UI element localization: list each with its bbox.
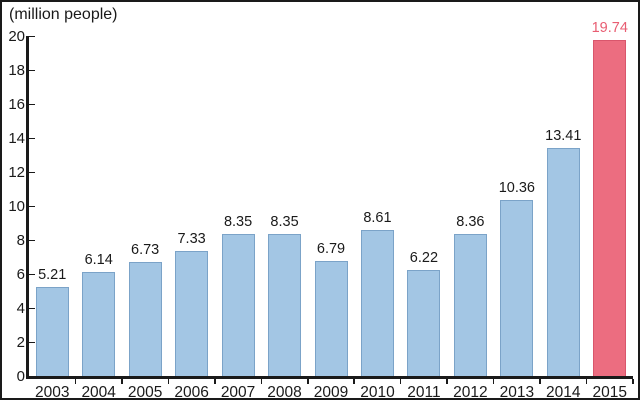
bar-value-label-2014: 13.41	[545, 128, 582, 145]
y-tick	[29, 171, 35, 173]
bar-2011	[407, 270, 441, 376]
bar-value-label-2008: 8.35	[270, 214, 299, 231]
y-tick	[29, 273, 35, 275]
y-tick-label: 16	[8, 96, 25, 113]
bar-2009	[314, 260, 348, 376]
x-axis-label-2014: 2014	[546, 384, 581, 400]
x-tick	[585, 379, 588, 384]
y-tick	[29, 69, 35, 71]
bar-2006	[175, 251, 209, 376]
y-tick-label: 10	[8, 198, 25, 215]
bar-2014	[546, 148, 580, 376]
x-axis-label-2011: 2011	[407, 384, 441, 400]
axis-unit-label: (million people)	[9, 6, 118, 23]
y-tick-label: 0	[16, 368, 25, 385]
bar-value-label-2012: 8.36	[456, 213, 485, 230]
y-tick-label: 12	[8, 164, 25, 181]
x-tick	[167, 379, 170, 384]
x-axis-label-2003: 2003	[34, 384, 70, 400]
y-tick	[29, 307, 35, 309]
bar-2003	[35, 287, 69, 376]
bar-value-label-2013: 10.36	[498, 179, 535, 196]
x-tick	[446, 379, 448, 384]
x-axis-line	[26, 376, 633, 379]
y-tick	[29, 35, 35, 37]
bar-2004	[82, 271, 116, 376]
y-tick	[29, 341, 35, 343]
y-tick	[29, 137, 35, 139]
bar-value-label-2010: 8.61	[363, 209, 392, 226]
x-tick	[74, 379, 77, 384]
x-tick	[632, 379, 634, 384]
y-tick	[29, 103, 35, 105]
x-tick	[307, 379, 309, 384]
bar-2015	[593, 40, 627, 376]
y-tick-label: 14	[8, 130, 25, 147]
bar-2012	[453, 233, 487, 376]
x-tick	[260, 379, 263, 384]
x-tick	[353, 379, 355, 384]
y-tick-label: 18	[8, 62, 25, 79]
x-axis-label-2012: 2012	[453, 384, 488, 400]
x-axis-label-2004: 2004	[81, 384, 116, 400]
x-axis-label-2005: 2005	[127, 384, 163, 400]
x-axis-label-2006: 2006	[174, 384, 209, 400]
bar-value-label-2006: 7.33	[177, 231, 206, 248]
bar-value-label-2005: 6.73	[131, 241, 160, 258]
x-tick	[492, 379, 495, 384]
y-tick	[29, 205, 35, 207]
y-tick	[29, 239, 35, 241]
y-tick-label: 6	[16, 266, 25, 283]
x-axis-label-2007: 2007	[220, 384, 256, 400]
x-axis-label-2013: 2013	[499, 384, 535, 400]
x-tick	[399, 379, 402, 384]
y-axis-line	[26, 36, 29, 379]
bar-value-label-2003: 5.21	[38, 267, 67, 284]
bar-value-label-2011: 6.22	[409, 250, 439, 267]
bar-value-label-2007: 8.35	[223, 214, 253, 231]
x-axis-label-2015: 2015	[592, 384, 627, 400]
bar-2010	[360, 229, 394, 376]
y-tick-label: 20	[8, 28, 25, 45]
x-tick	[539, 379, 541, 384]
x-axis-label-2008: 2008	[267, 384, 302, 400]
bar-value-label-2004: 6.14	[84, 251, 113, 268]
bar-2008	[268, 234, 302, 376]
x-tick	[214, 379, 216, 384]
x-axis-label-2009: 2009	[313, 384, 349, 400]
x-tick	[121, 379, 123, 384]
x-axis-label-2010: 2010	[360, 384, 395, 400]
bar-value-label-2015: 19.74	[591, 20, 628, 37]
y-tick-label: 4	[16, 300, 25, 317]
bar-2013	[500, 199, 534, 376]
bar-value-label-2009: 6.79	[316, 240, 346, 257]
y-tick-label: 8	[16, 232, 25, 249]
y-tick-label: 2	[16, 334, 25, 351]
bar-2007	[221, 234, 255, 376]
bar-2005	[128, 261, 162, 376]
